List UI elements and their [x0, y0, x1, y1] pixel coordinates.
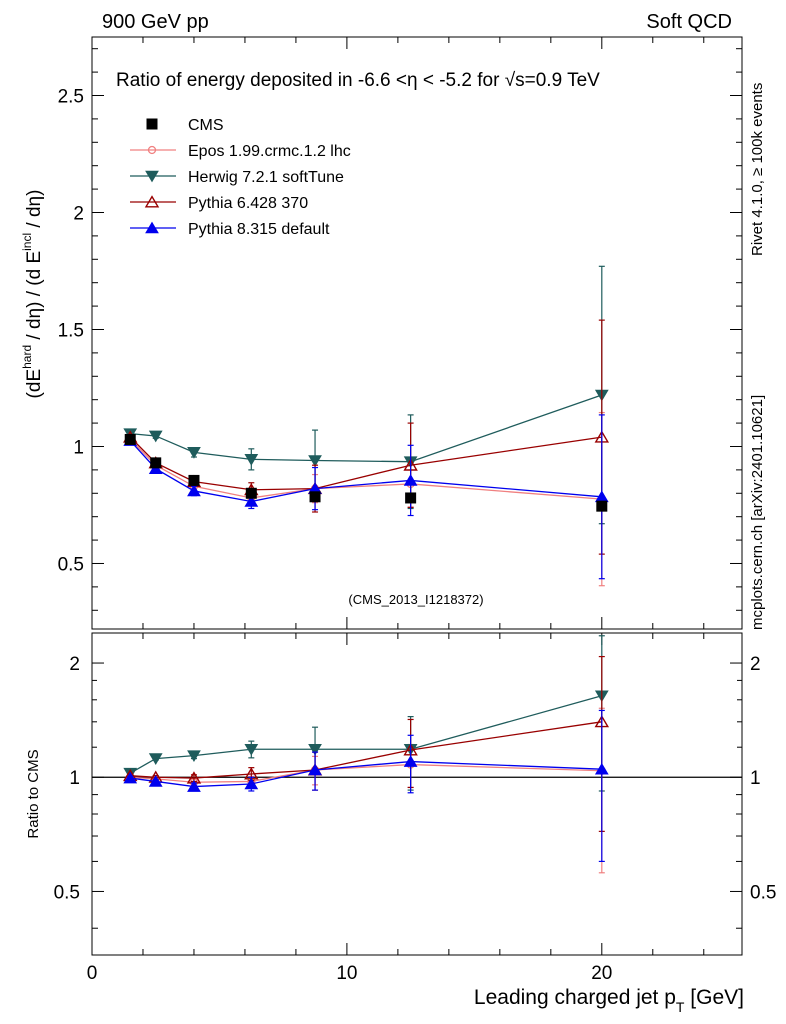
x-label-unit: [GeV]: [684, 986, 744, 1009]
chart-title-eta: η: [407, 70, 418, 91]
analysis-id-label: (CMS_2013_I1218372): [348, 592, 483, 607]
legend-entry-herwig-7-2-1-softtune: Herwig 7.2.1 softTune: [130, 169, 344, 186]
ratio-point-pythia-8-315-default: [308, 763, 322, 776]
legend-marker-epos-1-99-crmc-1-2-lhc: [147, 145, 157, 155]
ratio-errorbar-pythia-8-315-default: [598, 709, 605, 863]
chart-title: Ratio of energy deposited in -6.6 <η < -…: [116, 70, 600, 91]
legend-entry-pythia-6-428-370: Pythia 6.428 370: [130, 195, 308, 212]
y-label-part-2: / dη) / (d E: [24, 251, 45, 345]
ratio-y-tick-label-right: 1: [750, 768, 761, 789]
main-y-axis-label: (dEhard / dη) / (d Eincl / dη): [20, 190, 45, 399]
chart-title-pre: Ratio of energy deposited in -6.6 <: [116, 70, 407, 91]
x-axis-label: Leading charged jet pT [GeV]: [474, 986, 744, 1015]
ratio-series-layer: [123, 635, 610, 874]
ratio-point-herwig-7-2-1-softtune: [308, 743, 322, 756]
rivet-version-label: Rivet 4.1.0, ≥ 100k events: [749, 83, 766, 256]
ratio-line-herwig-7-2-1-softtune: [129, 695, 602, 774]
chart-title-root: √s: [505, 70, 525, 91]
main-point-herwig-7-2-1-softtune: [244, 454, 259, 466]
main-point-pythia-8-315-default: [148, 462, 163, 475]
main-point-herwig-7-2-1-softtune: [123, 428, 138, 441]
cms-data-point: [596, 500, 608, 512]
main-series-pythia-6-428-370: [123, 319, 610, 555]
legend-marker-pythia-6-428-370: [144, 195, 160, 208]
y-label-part-1: (dE: [24, 369, 45, 399]
ratio-point-herwig-7-2-1-softtune: [187, 750, 201, 763]
main-y-tick-label: 1: [73, 437, 84, 458]
main-point-pythia-8-315-default: [403, 474, 418, 486]
ratio-point-pythia-8-315-default: [594, 762, 609, 775]
ratio-y-tick-label: 0.5: [54, 882, 80, 903]
ratio-point-herwig-7-2-1-softtune: [244, 743, 259, 756]
ratio-point-pythia-8-315-default: [148, 775, 163, 787]
chart-title-post: =0.9 TeV: [525, 70, 601, 91]
ratio-y-axis-label: Ratio to CMS: [25, 749, 42, 838]
ratio-point-pythia-8-315-default: [403, 755, 418, 767]
cms-data-point: [245, 487, 257, 499]
legend: CMS Epos 1.99.crmc.1.2 lhc Herwig 7.2.1 so…: [130, 117, 351, 238]
main-series-layer: [123, 265, 610, 587]
ratio-point-pythia-8-315-default: [187, 780, 201, 792]
legend-entry-cms: CMS: [146, 117, 224, 134]
main-series-cms: [124, 433, 608, 512]
main-line-herwig-7-2-1-softtune: [130, 394, 603, 463]
legend-marker-cms: [146, 118, 158, 130]
ratio-line-epos-1-99-crmc-1-2-lhc: [130, 763, 602, 783]
main-plot-frame: [91, 36, 743, 630]
x-tick-label: 10: [336, 963, 357, 984]
chart-title-mid: < -5.2 for: [418, 70, 505, 91]
legend-label-pythia-6-428-370: Pythia 6.428 370: [188, 195, 308, 212]
main-y-tick-label: 1.5: [58, 320, 84, 341]
legend-label-herwig-7-2-1-softtune: Herwig 7.2.1 softTune: [188, 169, 344, 186]
ratio-y-tick-label-right: 0.5: [750, 882, 776, 903]
main-point-herwig-7-2-1-softtune: [187, 447, 201, 459]
ratio-plot-frame: [91, 632, 743, 956]
ratio-point-herwig-7-2-1-softtune: [148, 753, 163, 765]
y-label-sup-2: incl: [20, 233, 34, 251]
main-line-pythia-8-315-default: [129, 440, 602, 503]
ratio-series-pythia-6-428-370: [123, 655, 610, 832]
legend-marker-pythia-8-315-default: [145, 221, 159, 234]
main-point-herwig-7-2-1-softtune: [148, 430, 163, 443]
main-y-tick-label: 2.5: [58, 86, 84, 107]
header-right: Soft QCD: [646, 11, 732, 33]
y-label-sup-1: hard: [20, 345, 34, 369]
main-line-pythia-6-428-370: [129, 436, 602, 491]
cms-data-point: [124, 433, 136, 445]
legend-label-cms: CMS: [188, 117, 224, 134]
main-point-pythia-8-315-default: [187, 484, 201, 497]
legend-label-epos-1-99-crmc-1-2-lhc: Epos 1.99.crmc.1.2 lhc: [188, 143, 351, 160]
ratio-y-tick-label: 1: [69, 768, 80, 789]
main-point-herwig-7-2-1-softtune: [308, 455, 322, 467]
x-label-sub: T: [676, 999, 685, 1015]
legend-label-pythia-8-315-default: Pythia 8.315 default: [188, 221, 330, 238]
main-point-pythia-8-315-default: [244, 495, 259, 507]
cms-data-point: [309, 491, 321, 503]
ratio-series-pythia-8-315-default: [123, 709, 609, 863]
cms-data-point: [405, 492, 417, 504]
ratio-point-pythia-8-315-default: [244, 777, 259, 790]
main-series-pythia-8-315-default: [123, 414, 609, 580]
x-tick-label: 0: [87, 963, 98, 984]
ratio-line-pythia-8-315-default: [130, 760, 602, 788]
ratio-y-tick-label-right: 2: [750, 654, 761, 675]
legend-entry-epos-1-99-crmc-1-2-lhc: Epos 1.99.crmc.1.2 lhc: [130, 143, 351, 160]
x-tick-label: 20: [591, 963, 612, 984]
main-series-epos-1-99-crmc-1-2-lhc: [126, 411, 606, 587]
cms-data-point: [188, 474, 200, 486]
header-left: 900 GeV pp: [102, 11, 209, 33]
ratio-point-pythia-8-315-default: [123, 771, 138, 784]
main-y-tick-label: 0.5: [58, 554, 84, 575]
legend-entry-pythia-8-315-default: Pythia 8.315 default: [130, 221, 330, 238]
cms-data-point: [150, 457, 162, 469]
mcplots-label: mcplots.cern.ch [arXiv:2401.10621]: [749, 395, 766, 630]
ratio-line-pythia-6-428-370: [130, 721, 602, 779]
axis-ticks: 0 10 20 0.5 1 1.5 2 2.5 0.5 0.5 1 1 2 2: [54, 37, 776, 984]
legend-marker-herwig-7-2-1-softtune: [145, 170, 159, 183]
ratio-y-tick-label: 2: [69, 654, 80, 675]
x-label-main: Leading charged jet p: [474, 986, 676, 1009]
main-y-tick-label: 2: [73, 203, 84, 224]
y-label-part-3: / dη): [24, 190, 45, 233]
